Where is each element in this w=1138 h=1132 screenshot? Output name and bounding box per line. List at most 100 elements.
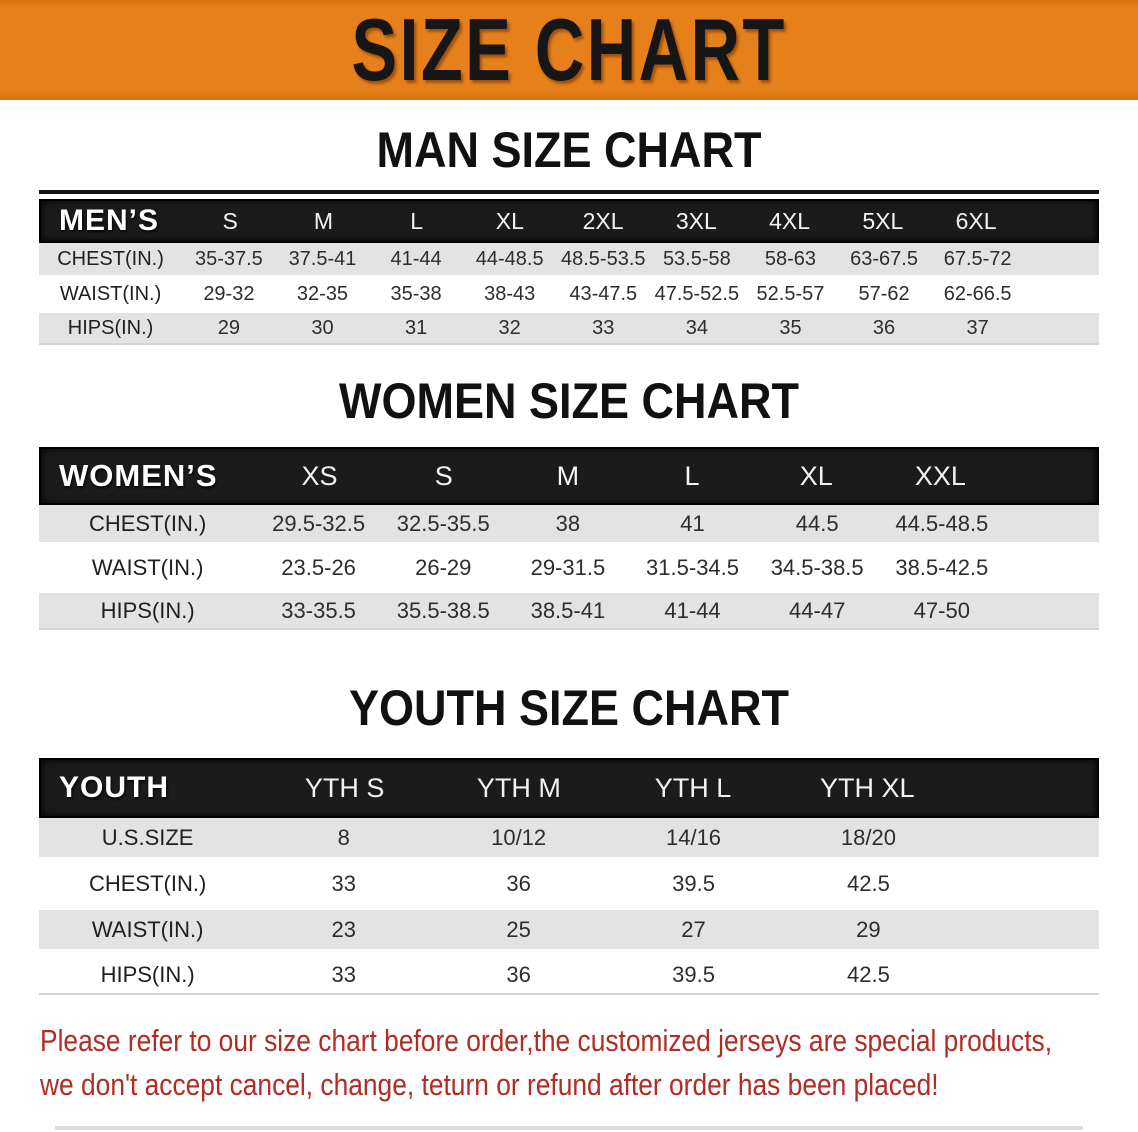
youth-size-section: YOUTH SIZE CHART YOUTH YTH S YTH M YTH L YTH…	[0, 682, 1138, 995]
value-cell: 35.5-38.5	[396, 597, 490, 623]
table-row: CHEST(IN.) 29.5-32.5 32.5-35.5 38 41 44.5 44.5…	[39, 505, 1099, 542]
value-cell: 38-43	[484, 282, 536, 305]
table-top-rule	[39, 190, 1099, 194]
header-size-cell: L	[410, 207, 424, 234]
value-cell: 34	[685, 316, 708, 339]
value-cell: 67.5-72	[943, 247, 1012, 270]
youth-header-band: YOUTH YTH S YTH M YTH L YTH XL	[39, 758, 1099, 818]
table-row: U.S.SIZE 8 10/12 14/16 18/20	[39, 818, 1099, 857]
header-size-cell: S	[434, 460, 453, 491]
header-size-cell: 3XL	[675, 207, 717, 234]
header-size-cell: 5XL	[862, 207, 904, 234]
header-size-cell: M	[313, 207, 333, 234]
women-size-section: WOMEN SIZE CHART WOMEN’S XS S M L XL XXL CHEST(…	[0, 375, 1138, 630]
value-cell: 39.5	[672, 961, 715, 987]
value-cell: 32.5-35.5	[396, 510, 490, 536]
value-cell: 62-66.5	[943, 282, 1012, 305]
value-cell: 27	[681, 916, 706, 942]
value-cell: 33	[331, 870, 356, 896]
value-cell: 26-29	[415, 554, 472, 580]
men-header-band: MEN’S S M L XL 2XL 3XL 4XL 5XL 6XL	[39, 199, 1099, 243]
header-size-cell: 4XL	[769, 207, 811, 234]
value-cell: 35-37.5	[194, 247, 263, 270]
value-cell: 31	[404, 316, 428, 339]
row-label-cell: HIPS(IN.)	[100, 961, 195, 987]
header-size-cell: YTH L	[654, 772, 732, 803]
value-cell: 58-63	[764, 247, 817, 270]
value-cell: 33-35.5	[281, 597, 356, 623]
row-label-cell: U.S.SIZE	[101, 824, 194, 850]
table-row: WAIST(IN.) 23.5-26 26-29 29-31.5 31.5-34.5 34…	[39, 549, 1099, 586]
row-label-cell: WAIST(IN.)	[59, 282, 162, 305]
header-size-cell: 2XL	[582, 207, 624, 234]
value-cell: 30	[311, 316, 334, 339]
value-cell: 48.5-53.5	[561, 247, 646, 270]
value-cell: 42.5	[847, 961, 890, 987]
value-cell: 39.5	[672, 870, 715, 896]
women-size-title: WOMEN SIZE CHART	[339, 373, 799, 429]
value-cell: 29-31.5	[530, 554, 606, 580]
value-cell: 38	[555, 510, 581, 536]
value-cell: 31.5-34.5	[646, 554, 740, 580]
header-size-cell: 6XL	[955, 207, 997, 234]
header-size-cell: YTH XL	[820, 772, 915, 803]
value-cell: 23	[331, 916, 356, 942]
youth-rows: U.S.SIZE 8 10/12 14/16 18/20 CHEST(IN.) 33 36 39…	[39, 818, 1099, 995]
bottom-divider	[55, 1126, 1083, 1130]
value-cell: 36	[506, 961, 531, 987]
row-label-cell: CHEST(IN.)	[88, 510, 207, 536]
row-label-cell: HIPS(IN.)	[67, 316, 154, 339]
row-label-cell: CHEST(IN.)	[57, 247, 164, 270]
row-label-cell: WAIST(IN.)	[91, 916, 204, 942]
value-cell: 14/16	[665, 824, 722, 850]
women-size-table: WOMEN’S XS S M L XL XXL CHEST(IN.) 29.5-32.5 32.5…	[39, 447, 1099, 630]
header-size-cell: S	[222, 207, 238, 234]
header-size-cell: XS	[301, 460, 338, 491]
value-cell: 29-32	[203, 282, 255, 305]
disclaimer-line-2: we don't accept cancel, change, teturn o…	[40, 1067, 939, 1102]
value-cell: 52.5-57	[756, 282, 825, 305]
value-cell: 36	[872, 316, 896, 339]
header-size-cell: YTH S	[304, 772, 385, 803]
women-header-band: WOMEN’S XS S M L XL XXL	[39, 447, 1099, 505]
table-row: CHEST(IN.) 33 36 39.5 42.5	[39, 864, 1099, 903]
header-size-cell: XL	[799, 460, 833, 491]
row-label-cell: WAIST(IN.)	[91, 554, 204, 580]
youth-size-title: YOUTH SIZE CHART	[348, 680, 790, 736]
value-cell: 10/12	[491, 824, 547, 850]
value-cell: 34.5-38.5	[770, 554, 864, 580]
header-size-cell: XXL	[914, 460, 966, 491]
value-cell: 41-44	[390, 247, 442, 270]
table-row: HIPS(IN.) 33-35.5 35.5-38.5 38.5-41 41-44 44-…	[39, 593, 1099, 630]
value-cell: 35	[779, 316, 802, 339]
men-size-table: MEN’S S M L XL 2XL 3XL 4XL 5XL 6XL CHEST(IN.) 35-37…	[39, 190, 1099, 345]
value-cell: 18/20	[840, 824, 896, 850]
value-cell: 25	[506, 916, 531, 942]
disclaimer-text: Please refer to our size chart before or…	[40, 1019, 1103, 1107]
size-chart-banner: SIZE CHART	[0, 0, 1138, 100]
value-cell: 41-44	[664, 597, 721, 623]
value-cell: 47-50	[913, 597, 970, 623]
value-cell: 23.5-26	[281, 554, 356, 580]
value-cell: 8	[337, 824, 350, 850]
value-cell: 29	[217, 316, 241, 339]
value-cell: 44-47	[789, 597, 846, 623]
size-chart-title: SIZE CHART	[351, 0, 787, 99]
table-row: HIPS(IN.) 33 36 39.5 42.5	[39, 956, 1099, 995]
women-rows: CHEST(IN.) 29.5-32.5 32.5-35.5 38 41 44.5 44.5…	[39, 505, 1099, 630]
header-size-cell: M	[556, 460, 580, 491]
row-label-cell: CHEST(IN.)	[88, 870, 207, 896]
men-size-title: MAN SIZE CHART	[376, 122, 762, 178]
table-row: WAIST(IN.) 23 25 27 29	[39, 910, 1099, 949]
value-cell: 38.5-41	[530, 597, 606, 623]
header-size-cell: L	[684, 460, 700, 491]
table-row: CHEST(IN.) 35-37.5 37.5-41 41-44 44-48.5 48.5…	[39, 243, 1099, 275]
men-rows: CHEST(IN.) 35-37.5 37.5-41 41-44 44-48.5 48.5…	[39, 243, 1099, 345]
women-header-label: WOMEN’S	[59, 458, 218, 493]
value-cell: 43-47.5	[569, 282, 638, 305]
value-cell: 29.5-32.5	[272, 510, 366, 536]
value-cell: 42.5	[847, 870, 890, 896]
header-size-cell: XL	[495, 207, 524, 234]
value-cell: 41	[680, 510, 705, 536]
youth-header-label: YOUTH	[59, 771, 169, 804]
